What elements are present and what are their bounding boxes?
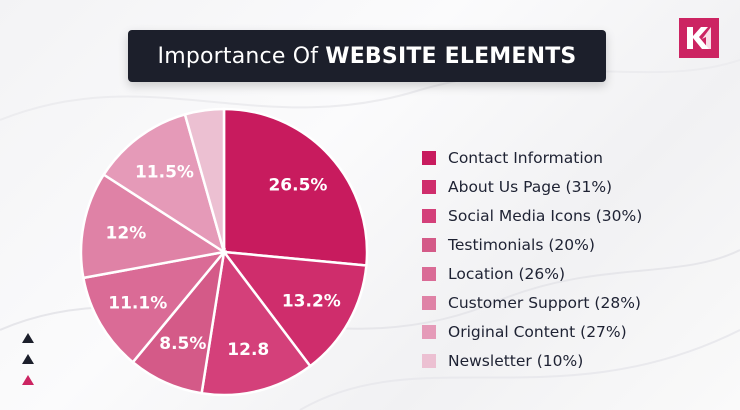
pie-slice-8: [183, 107, 226, 253]
decor-triangle-3: [22, 375, 34, 385]
legend-swatch: [422, 179, 436, 194]
logo-glyph: [687, 27, 711, 49]
legend-item: Contact Information: [422, 143, 642, 172]
legend-label: Contact Information: [448, 148, 603, 167]
legend-label: Customer Support (28%): [448, 293, 641, 312]
legend-swatch: [422, 208, 436, 223]
slice-label-4: 8.5%: [159, 334, 206, 354]
pie-slice-5: [81, 250, 228, 364]
chart-legend: Contact Information About Us Page (31%) So…: [422, 143, 642, 375]
pie-slice-2: [221, 250, 368, 368]
legend-swatch: [422, 266, 436, 281]
legend-label: Testimonials (20%): [448, 235, 595, 254]
legend-swatch: [422, 324, 436, 339]
legend-item: Location (26%): [422, 259, 642, 288]
legend-swatch: [422, 237, 436, 252]
legend-label: Original Content (27%): [448, 322, 627, 341]
legend-label: Location (26%): [448, 264, 566, 283]
legend-swatch: [422, 295, 436, 310]
legend-item: Original Content (27%): [422, 317, 642, 346]
legend-item: Social Media Icons (30%): [422, 201, 642, 230]
legend-item: Newsletter (10%): [422, 346, 642, 375]
legend-item: Testimonials (20%): [422, 230, 642, 259]
decor-triangle-1: [22, 333, 34, 343]
legend-item: About Us Page (31%): [422, 172, 642, 201]
pie-slice-3: [200, 248, 312, 397]
slice-label-3: 12.8: [227, 340, 269, 360]
slice-label-6: 12%: [106, 224, 147, 244]
legend-swatch: [422, 150, 436, 165]
title-bold: WEBSITE ELEMENTS: [325, 43, 577, 69]
slice-label-2: 13.2%: [282, 292, 341, 312]
legend-item: Customer Support (28%): [422, 288, 642, 317]
legend-label: Newsletter (10%): [448, 351, 584, 370]
km-logo-icon: [679, 18, 719, 58]
slice-label-5: 11.1%: [108, 294, 167, 314]
title-light: Importance Of: [157, 43, 319, 69]
legend-label: Social Media Icons (30%): [448, 206, 643, 225]
slice-label-7: 11.5%: [135, 163, 194, 183]
legend-swatch: [422, 353, 436, 368]
slice-label-1: 26.5%: [268, 176, 327, 196]
legend-label: About Us Page (31%): [448, 177, 613, 196]
pie-slice-1: [222, 107, 369, 267]
pie-slice-6: [79, 172, 228, 280]
chart-title: Importance Of WEBSITE ELEMENTS: [128, 30, 606, 82]
decor-triangle-2: [22, 354, 34, 364]
